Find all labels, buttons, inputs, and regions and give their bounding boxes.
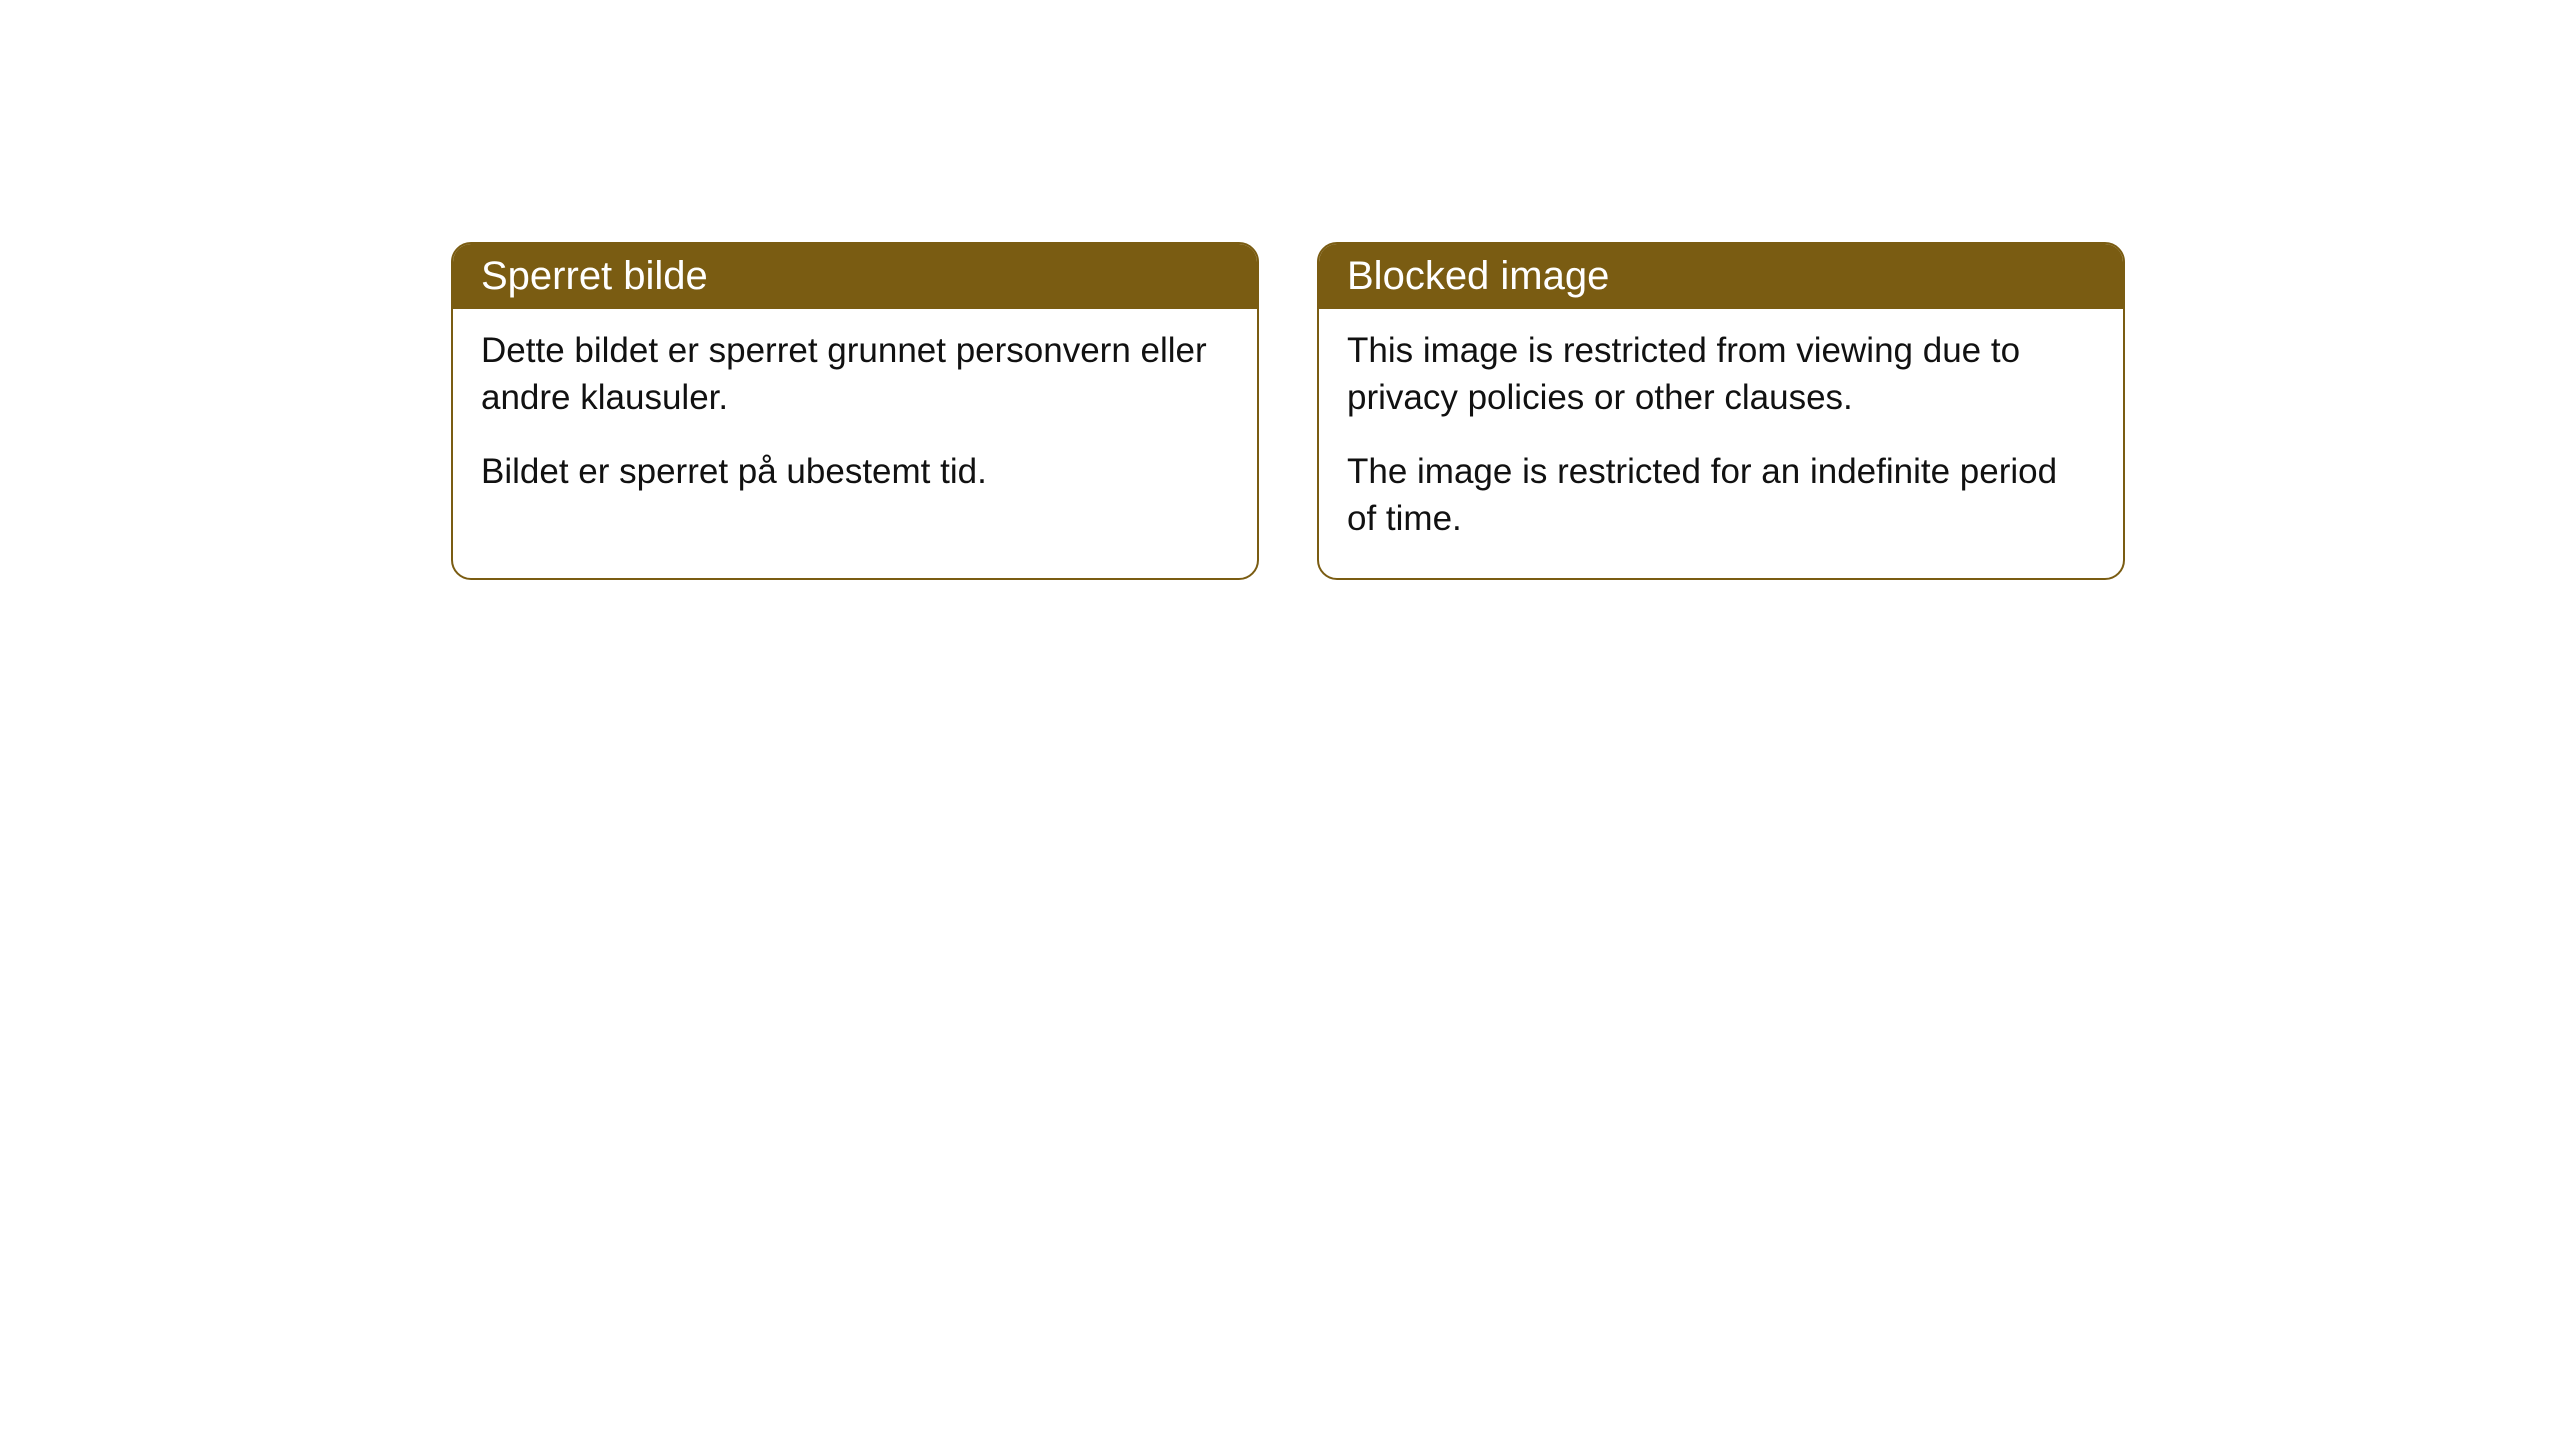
card-body-en: This image is restricted from viewing du… xyxy=(1319,309,2123,578)
card-title-no: Sperret bilde xyxy=(481,254,708,298)
card-header-no: Sperret bilde xyxy=(453,244,1257,309)
card-paragraph-en-2: The image is restricted for an indefinit… xyxy=(1347,448,2095,543)
card-header-en: Blocked image xyxy=(1319,244,2123,309)
card-paragraph-en-1: This image is restricted from viewing du… xyxy=(1347,327,2095,422)
card-paragraph-no-1: Dette bildet er sperret grunnet personve… xyxy=(481,327,1229,422)
cards-container: Sperret bilde Dette bildet er sperret gr… xyxy=(451,242,2125,580)
card-paragraph-no-2: Bildet er sperret på ubestemt tid. xyxy=(481,448,1229,495)
card-title-en: Blocked image xyxy=(1347,254,1609,298)
card-body-no: Dette bildet er sperret grunnet personve… xyxy=(453,309,1257,531)
blocked-image-card-en: Blocked image This image is restricted f… xyxy=(1317,242,2125,580)
blocked-image-card-no: Sperret bilde Dette bildet er sperret gr… xyxy=(451,242,1259,580)
